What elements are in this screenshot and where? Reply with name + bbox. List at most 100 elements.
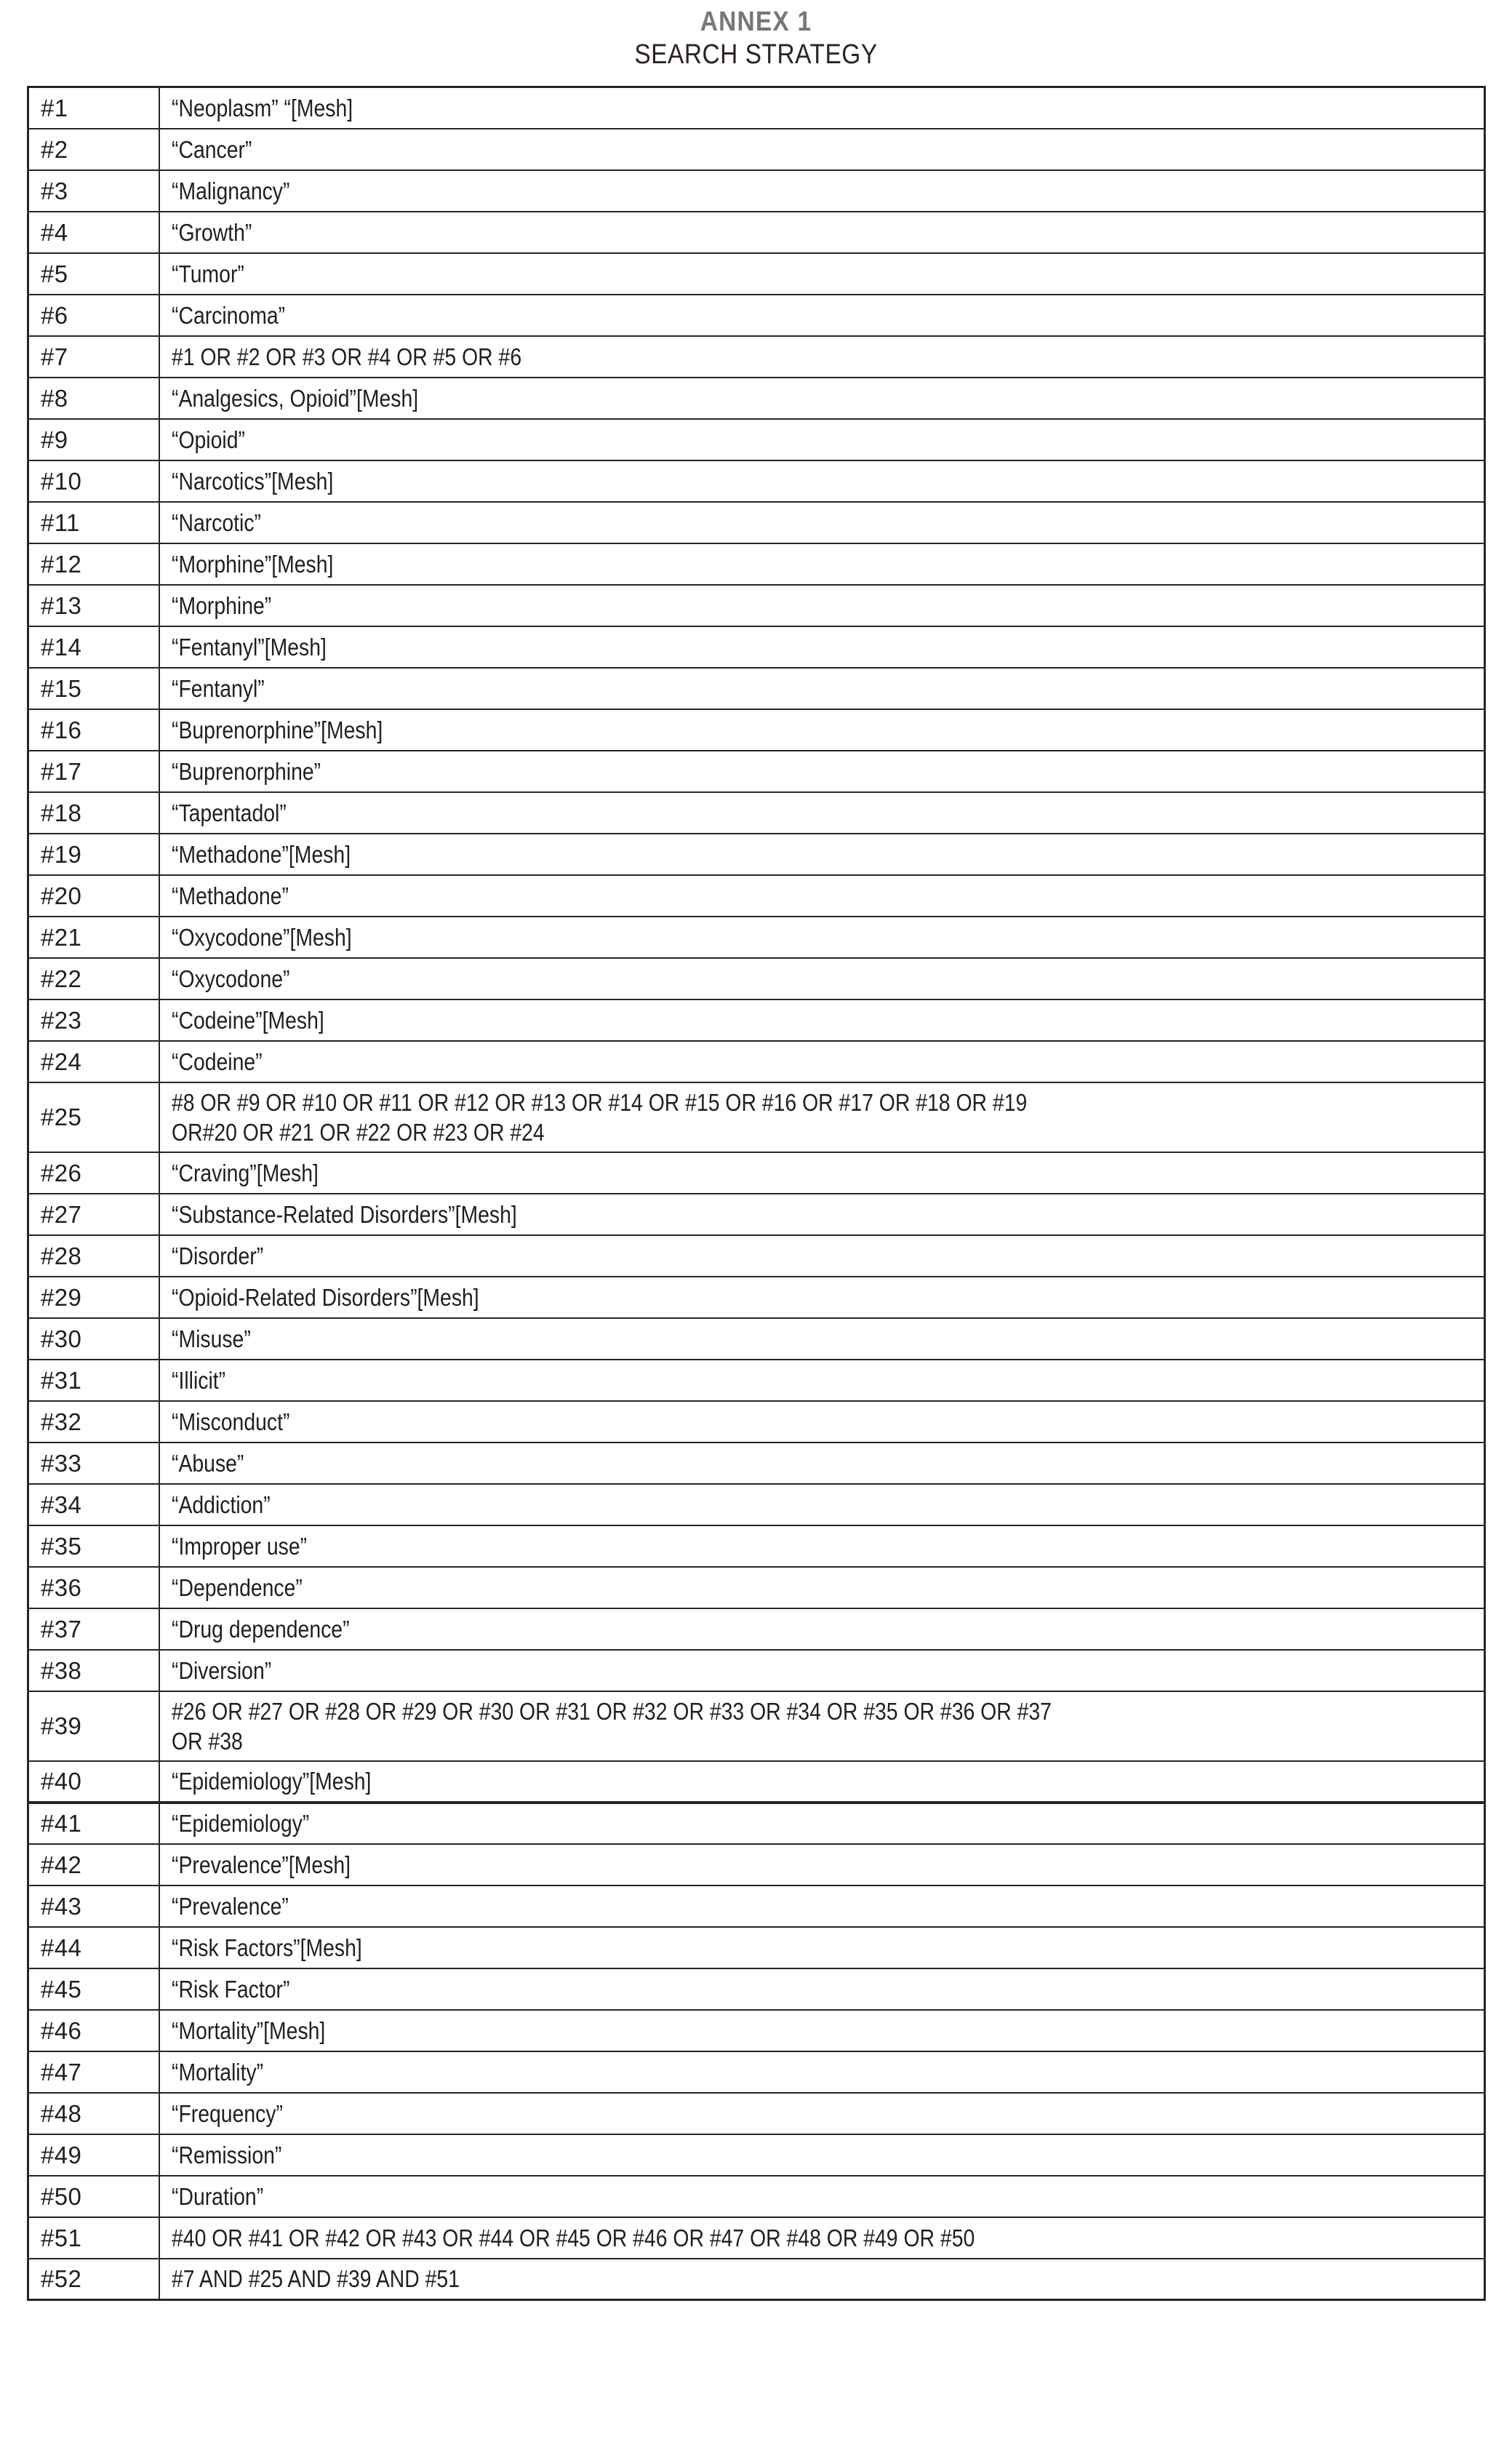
search-strategy-table: #1 “Neoplasm” “[Mesh] #2 “Cancer” #3 “Maligna… — [27, 86, 1486, 2301]
search-step-id: #40 — [27, 1760, 160, 1803]
table-row: #19 “Methadone”[Mesh] — [27, 832, 1486, 876]
search-step-term: “Methadone”[Mesh] — [158, 832, 1486, 876]
search-step-term: “Diversion” — [158, 1648, 1486, 1692]
search-step-term: “Cancer” — [158, 127, 1486, 171]
search-step-term: “Buprenorphine”[Mesh] — [158, 708, 1486, 751]
search-step-term: #7 AND #25 AND #39 AND #51 — [158, 2257, 1486, 2301]
search-step-id: #34 — [27, 1483, 160, 1526]
table-row: #39 #26 OR #27 OR #28 OR #29 OR #30 OR #3… — [27, 1690, 1486, 1762]
search-step-id: #9 — [27, 418, 160, 461]
search-step-id: #39 — [27, 1690, 160, 1762]
table-row: #2 “Cancer” — [27, 127, 1486, 171]
search-step-id: #3 — [27, 169, 160, 212]
search-step-term: “Illicit” — [158, 1358, 1486, 1402]
search-step-id: #12 — [27, 542, 160, 586]
search-step-term: “Frequency” — [158, 2091, 1486, 2135]
search-step-id: #43 — [27, 1884, 160, 1928]
table-row: #4 “Growth” — [27, 210, 1486, 254]
search-step-term: “Abuse” — [158, 1441, 1486, 1485]
search-step-id: #26 — [27, 1151, 160, 1194]
search-step-id: #27 — [27, 1192, 160, 1236]
search-step-term-text: “Methadone”[Mesh] — [171, 840, 351, 868]
search-step-term-text: “Opioid-Related Disorders”[Mesh] — [171, 1283, 479, 1311]
search-step-id: #19 — [27, 832, 160, 876]
search-step-term-text: #26 OR #27 OR #28 OR #29 OR #30 OR #31 O… — [171, 1697, 1052, 1755]
search-step-term-text: “Epidemiology” — [171, 1810, 309, 1837]
table-row: #51 #40 OR #41 OR #42 OR #43 OR #44 OR #4… — [27, 2216, 1486, 2259]
table-row: #21 “Oxycodone”[Mesh] — [27, 915, 1486, 959]
search-step-term: #26 OR #27 OR #28 OR #29 OR #30 OR #31 O… — [158, 1690, 1486, 1762]
table-row: #24 “Codeine” — [27, 1040, 1486, 1083]
search-step-id: #32 — [27, 1400, 160, 1443]
table-row: #12 “Morphine”[Mesh] — [27, 542, 1486, 586]
search-step-term-text: “Narcotic” — [171, 508, 261, 536]
search-step-id: #38 — [27, 1648, 160, 1692]
search-step-term: “Opioid” — [158, 418, 1486, 461]
search-step-term-text: “Narcotics”[Mesh] — [171, 467, 333, 495]
search-step-term: “Carcinoma” — [158, 293, 1486, 337]
table-row: #22 “Oxycodone” — [27, 957, 1486, 1000]
search-step-term: “Tapentadol” — [158, 791, 1486, 834]
table-row: #29 “Opioid-Related Disorders”[Mesh] — [27, 1275, 1486, 1319]
table-row: #10 “Narcotics”[Mesh] — [27, 459, 1486, 503]
table-row: #9 “Opioid” — [27, 418, 1486, 461]
search-step-term-text: “Duration” — [171, 2182, 263, 2210]
search-step-term-text: “Addiction” — [171, 1491, 271, 1518]
search-step-id: #11 — [27, 500, 160, 544]
search-step-term: “Malignancy” — [158, 169, 1486, 212]
search-step-term: “Opioid-Related Disorders”[Mesh] — [158, 1275, 1486, 1319]
search-step-term-text: “Prevalence” — [171, 1892, 289, 1920]
search-step-term-text: “Mortality” — [171, 2058, 263, 2086]
search-step-term-text: “Misconduct” — [171, 1408, 289, 1435]
search-step-term: “Risk Factor” — [158, 1967, 1486, 2011]
search-step-term-text: “Remission” — [171, 2141, 281, 2168]
search-step-id: #41 — [27, 1800, 160, 1845]
search-step-term-text: “Abuse” — [171, 1449, 244, 1477]
search-step-id: #30 — [27, 1317, 160, 1360]
search-step-term: “Disorder” — [158, 1234, 1486, 1277]
search-step-id: #24 — [27, 1040, 160, 1083]
search-step-term-text: “Oxycodone” — [171, 965, 289, 992]
search-step-id: #49 — [27, 2133, 160, 2176]
search-step-term-text: “Dependence” — [171, 1573, 303, 1601]
search-step-term: “Morphine” — [158, 583, 1486, 627]
search-step-term: “Epidemiology”[Mesh] — [158, 1760, 1486, 1803]
search-step-id: #35 — [27, 1524, 160, 1568]
search-step-id: #37 — [27, 1607, 160, 1651]
search-step-term-text: “Disorder” — [171, 1242, 263, 1269]
search-step-id: #42 — [27, 1843, 160, 1886]
table-row: #7 #1 OR #2 OR #3 OR #4 OR #5 OR #6 — [27, 335, 1486, 378]
search-step-term-text: “Risk Factor” — [171, 1975, 289, 2003]
search-step-term: “Narcotics”[Mesh] — [158, 459, 1486, 503]
search-step-id: #51 — [27, 2216, 160, 2259]
table-row: #42 “Prevalence”[Mesh] — [27, 1843, 1486, 1886]
search-step-term-text: “Analgesics, Opioid”[Mesh] — [171, 384, 418, 412]
search-step-id: #25 — [27, 1081, 160, 1153]
search-step-term-text: “Misuse” — [171, 1325, 251, 1352]
search-step-term: “Remission” — [158, 2133, 1486, 2176]
search-step-term: “Codeine” — [158, 1040, 1486, 1083]
table-row: #32 “Misconduct” — [27, 1400, 1486, 1443]
table-row: #26 “Craving”[Mesh] — [27, 1151, 1486, 1194]
search-step-term: “Improper use” — [158, 1524, 1486, 1568]
search-step-term-text: #1 OR #2 OR #3 OR #4 OR #5 OR #6 — [171, 343, 521, 370]
search-step-term-text: “Illicit” — [171, 1366, 225, 1394]
search-step-term: “Analgesics, Opioid”[Mesh] — [158, 376, 1486, 420]
search-step-id: #13 — [27, 583, 160, 627]
search-step-term-text: “Diversion” — [171, 1656, 271, 1684]
search-step-term-text: #8 OR #9 OR #10 OR #11 OR #12 OR #13 OR … — [171, 1088, 1027, 1146]
search-step-id: #10 — [27, 459, 160, 503]
search-step-term-text: “Substance-Related Disorders”[Mesh] — [171, 1200, 517, 1228]
search-step-term: “Epidemiology” — [158, 1800, 1486, 1845]
search-step-id: #2 — [27, 127, 160, 171]
search-step-term: “Addiction” — [158, 1483, 1486, 1526]
search-step-term-text: “Frequency” — [171, 2099, 283, 2127]
search-step-id: #8 — [27, 376, 160, 420]
search-step-term-text: “Drug dependence” — [171, 1615, 350, 1643]
search-step-id: #4 — [27, 210, 160, 254]
search-step-term: “Prevalence”[Mesh] — [158, 1843, 1486, 1886]
search-step-term-text: #40 OR #41 OR #42 OR #43 OR #44 OR #45 O… — [171, 2224, 975, 2251]
search-step-term: “Duration” — [158, 2174, 1486, 2218]
table-row: #47 “Mortality” — [27, 2050, 1486, 2094]
